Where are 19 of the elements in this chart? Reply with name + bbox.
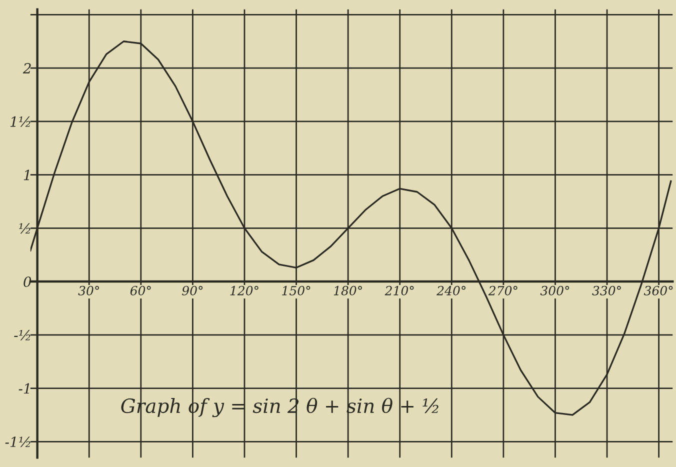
x-tick-label: 360° [644, 286, 673, 296]
y-tick-label: ½ [18, 223, 30, 234]
x-tick-label: 300° [540, 286, 570, 296]
y-tick-label: -½ [14, 330, 30, 340]
x-tick-label: 60° [130, 286, 151, 296]
x-tick-label: 90° [182, 286, 203, 296]
x-tick-label: 30° [78, 286, 100, 296]
y-tick-label: 1½ [10, 116, 30, 127]
x-tick-label: 150° [282, 286, 310, 296]
x-tick-label: 270° [488, 286, 518, 296]
x-tick-label: 210° [384, 286, 414, 296]
y-tick-label: -1 [18, 383, 30, 394]
y-tick-label: -1½ [5, 436, 30, 448]
x-tick-label: 240° [436, 286, 466, 296]
x-tick-label: 330° [592, 286, 621, 296]
x-tick-label: 180° [334, 286, 362, 296]
y-tick-label: 2 [22, 63, 31, 74]
x-tick-label: 120° [230, 286, 258, 296]
y-tick-label: 1 [24, 170, 30, 180]
